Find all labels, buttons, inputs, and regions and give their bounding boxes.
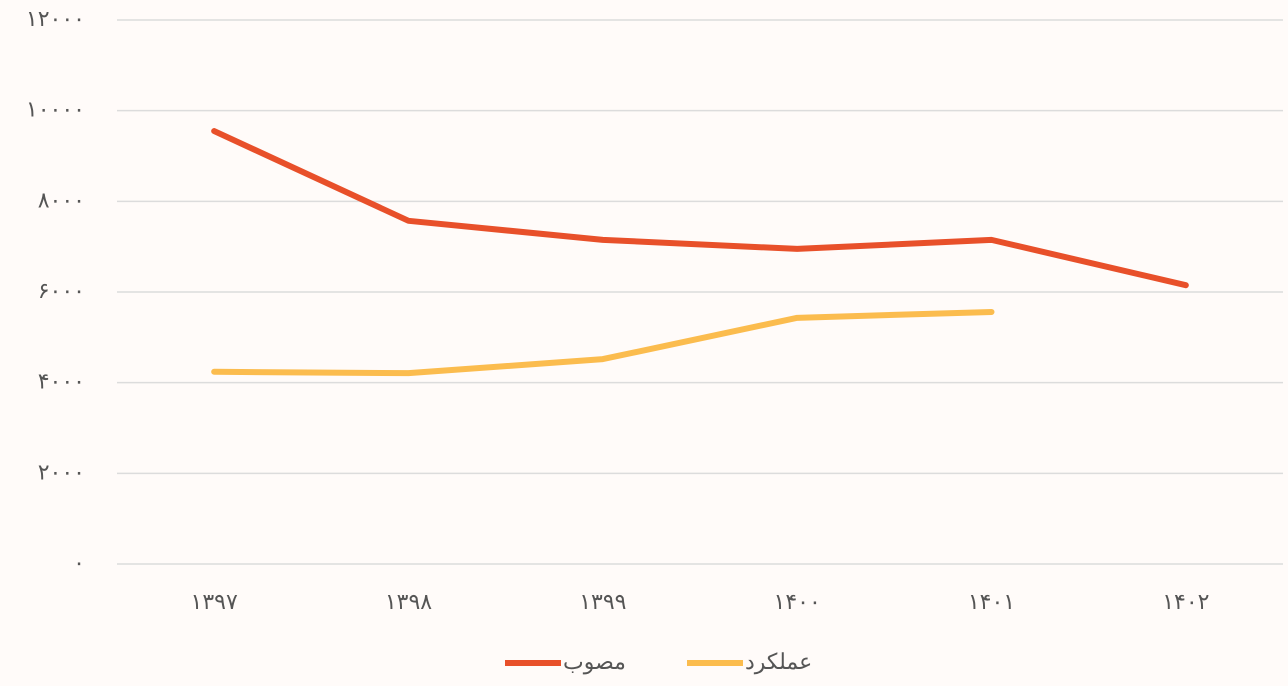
x-tick-label: ۱۴۰۱ [968, 590, 1015, 615]
y-tick-label: ۱۰۰۰۰ [26, 98, 85, 123]
y-tick-label: ۰ [73, 551, 85, 576]
legend-label: عملکرد [745, 650, 812, 675]
legend-label: مصوب [563, 650, 626, 675]
x-tick-label: ۱۳۹۹ [579, 590, 626, 615]
y-tick-label: ۴۰۰۰ [38, 370, 85, 395]
x-tick-label: ۱۳۹۷ [191, 590, 238, 615]
y-tick-label: ۲۰۰۰ [38, 460, 85, 485]
series-line [214, 131, 1186, 285]
y-tick-label: ۶۰۰۰ [38, 279, 85, 304]
x-tick-label: ۱۴۰۰ [774, 590, 821, 615]
y-tick-label: ۸۰۰۰ [38, 188, 85, 213]
y-tick-label: ۱۲۰۰۰ [26, 7, 85, 32]
series-line [214, 312, 991, 373]
x-tick-label: ۱۳۹۸ [385, 590, 432, 615]
chart: ۰ ۲۰۰۰ ۴۰۰۰ ۶۰۰۰ ۸۰۰۰ ۱۰۰۰۰ ۱۲۰۰۰ ۱۳۹۷ ۱۳۹۸ ۱۳۹۹ ۱… [0, 0, 1288, 686]
x-tick-label: ۱۴۰۲ [1162, 590, 1209, 615]
